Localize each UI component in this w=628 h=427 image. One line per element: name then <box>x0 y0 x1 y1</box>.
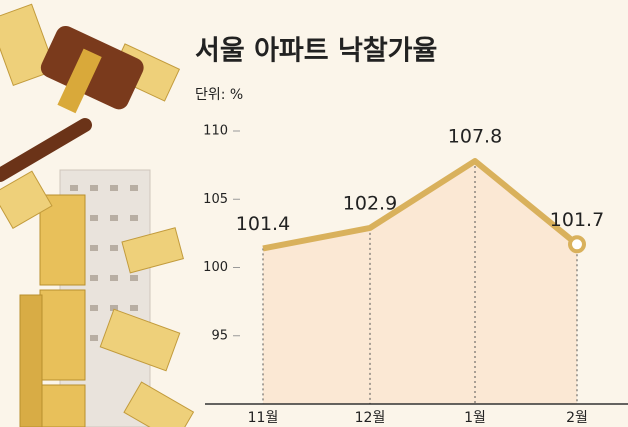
line <box>262 158 579 252</box>
chart-subtitle: 단위: % <box>195 87 243 103</box>
y-tick-label: 105 <box>203 192 228 207</box>
x-tick-label: 11월 <box>248 410 279 426</box>
x-tick-label: 1월 <box>464 410 486 426</box>
illustration <box>0 3 195 427</box>
area <box>263 161 577 404</box>
value-label: 102.9 <box>343 192 397 214</box>
chart-title: 서울 아파트 낙찰가율 <box>195 36 437 67</box>
end-marker <box>568 235 586 254</box>
x-tick-label: 12월 <box>355 410 386 426</box>
value-label: 101.7 <box>550 209 604 231</box>
y-tick-label: 100 <box>203 260 228 275</box>
value-label: 107.8 <box>448 126 502 148</box>
x-tick-label: 2월 <box>566 410 588 426</box>
y-tick-label: 95 <box>211 328 228 343</box>
value-label: 101.4 <box>236 213 290 235</box>
y-tick-label: 110 <box>203 124 228 139</box>
